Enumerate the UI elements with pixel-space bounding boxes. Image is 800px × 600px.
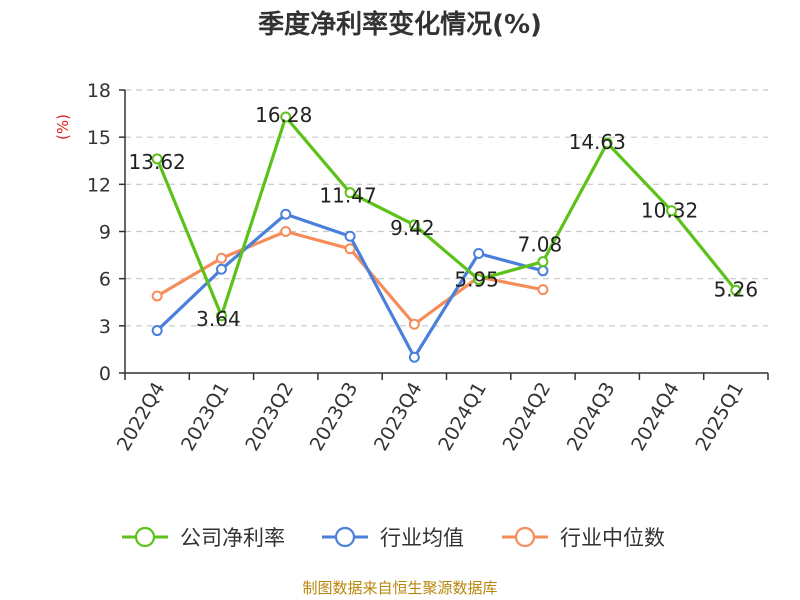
data-point[interactable] <box>408 318 420 330</box>
x-tick-label: 2024Q1 <box>434 379 491 455</box>
x-tick-label: 2023Q1 <box>177 379 234 455</box>
data-label: 10.32 <box>641 199 698 223</box>
data-point[interactable] <box>344 187 356 199</box>
x-tick-label: 2024Q4 <box>627 379 684 455</box>
data-point[interactable] <box>215 310 227 322</box>
y-tick-label: 6 <box>99 269 111 291</box>
data-source-note: 制图数据来自恒生聚源数据库 <box>302 579 497 597</box>
data-point[interactable] <box>280 111 292 123</box>
data-label: 5.26 <box>714 277 759 301</box>
data-label: 3.64 <box>196 307 241 331</box>
legend-label: 公司净利率 <box>180 526 285 550</box>
data-label: 16.28 <box>255 103 312 127</box>
y-axis-unit-label: (%) <box>54 114 72 140</box>
data-label: 13.62 <box>129 150 186 174</box>
data-point[interactable] <box>280 208 292 220</box>
legend-item-2[interactable]: 行业中位数 <box>502 526 665 550</box>
data-point[interactable] <box>151 290 163 302</box>
legend-item-1[interactable]: 行业均值 <box>322 526 464 550</box>
data-label: 7.08 <box>518 233 563 257</box>
y-tick-label: 18 <box>87 80 111 102</box>
legend-marker <box>514 526 536 548</box>
x-tick-label: 2024Q3 <box>563 379 620 455</box>
data-point[interactable] <box>666 205 678 217</box>
legend-marker <box>134 526 156 548</box>
x-tick-label: 2023Q2 <box>241 379 298 455</box>
data-point[interactable] <box>473 248 485 260</box>
y-tick-label: 3 <box>99 316 111 338</box>
data-label: 5.95 <box>454 267 499 291</box>
grid-lines <box>125 89 768 327</box>
data-point[interactable] <box>537 284 549 296</box>
x-tick-label: 2024Q2 <box>499 379 556 455</box>
y-tick-label: 15 <box>87 127 111 149</box>
data-label: 9.42 <box>390 216 435 240</box>
y-tick-label: 0 <box>99 363 111 385</box>
legend-marker <box>334 526 356 548</box>
data-point[interactable] <box>215 263 227 275</box>
data-point[interactable] <box>537 265 549 277</box>
legend-label: 行业均值 <box>380 526 464 550</box>
data-point[interactable] <box>601 137 613 149</box>
x-tick-label: 2023Q4 <box>370 379 427 455</box>
x-tick-label: 2025Q1 <box>691 379 748 455</box>
series-0 <box>151 111 742 322</box>
y-tick-label: 12 <box>87 174 111 196</box>
axes: 0 3 6 9 12 15 18 2022Q4 2023Q1 2023Q2 2023Q3 2023Q4… <box>87 80 769 455</box>
data-point[interactable] <box>537 256 549 268</box>
data-point[interactable] <box>344 243 356 255</box>
series-line <box>155 115 738 318</box>
x-tick-label: 2023Q3 <box>306 379 363 455</box>
data-point[interactable] <box>280 226 292 237</box>
data-labels: 13.62 3.64 16.28 11.47 9.42 5.95 7.08 14.63 10.3… <box>129 103 759 331</box>
data-point[interactable] <box>151 153 163 165</box>
legend-label: 行业中位数 <box>560 526 665 550</box>
data-point[interactable] <box>730 284 742 296</box>
x-tick-label: 2022Q4 <box>113 379 170 455</box>
data-point[interactable] <box>344 230 356 242</box>
data-point[interactable] <box>408 351 420 363</box>
data-point[interactable] <box>215 252 227 264</box>
data-label: 11.47 <box>319 184 376 208</box>
series-1 <box>151 208 549 363</box>
chart-title: 季度净利率变化情况(%) <box>258 9 542 40</box>
legend-item-0[interactable]: 公司净利率 <box>122 526 285 550</box>
series-layer <box>151 111 742 363</box>
data-point[interactable] <box>473 273 485 285</box>
data-label: 14.63 <box>569 130 626 154</box>
data-point[interactable] <box>151 325 163 337</box>
y-tick-label: 9 <box>99 222 111 244</box>
legend[interactable]: 公司净利率 行业均值 行业中位数 <box>122 526 665 550</box>
data-point[interactable] <box>408 219 420 231</box>
